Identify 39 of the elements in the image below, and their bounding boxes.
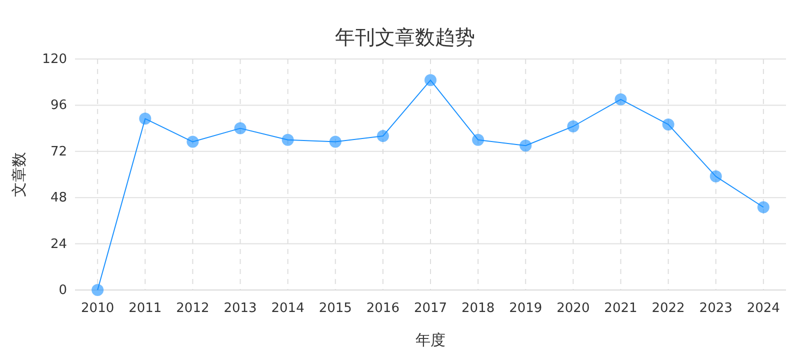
x-tick-label: 2022: [652, 301, 685, 316]
x-tick-label: 2018: [462, 301, 495, 316]
point: [567, 120, 580, 132]
y-tick-label: 48: [50, 190, 67, 206]
x-tick-label: 2015: [318, 301, 352, 316]
x-tick-label: 2010: [81, 301, 114, 316]
y-tick-label: 24: [50, 236, 67, 252]
x-tick-label: 2021: [604, 301, 638, 316]
x-tick-label: 2023: [699, 301, 732, 316]
point: [662, 118, 674, 130]
y-axis-title: 文章数: [10, 152, 28, 197]
point: [329, 136, 342, 148]
point: [139, 112, 152, 125]
x-tick-label: 2013: [224, 301, 257, 316]
x-tick-label: 2020: [556, 301, 590, 316]
point: [376, 130, 389, 142]
point: [472, 134, 484, 146]
point: [614, 93, 627, 106]
x-tick-label: 2024: [746, 301, 780, 316]
x-tick-label: 2014: [271, 301, 304, 316]
point: [282, 134, 294, 146]
x-tick-label: 2019: [509, 301, 542, 316]
x-tick-label: 2011: [128, 301, 162, 316]
point: [186, 136, 199, 148]
point: [424, 74, 436, 86]
point: [92, 284, 104, 296]
point: [757, 201, 770, 214]
y-tick-label: 72: [50, 144, 67, 160]
point: [520, 140, 532, 152]
point: [710, 170, 722, 182]
x-axis-title: 年度: [416, 331, 446, 349]
chart-title: 年刊文章数趋势: [335, 25, 475, 49]
point: [234, 122, 246, 134]
x-tick-label: 2016: [366, 301, 400, 316]
y-tick-label: 0: [58, 283, 67, 298]
x-tick-label: 2012: [176, 301, 210, 316]
x-tick-label: 2017: [414, 301, 448, 316]
y-tick-label: 96: [50, 98, 67, 114]
y-tick-label: 120: [42, 52, 67, 67]
